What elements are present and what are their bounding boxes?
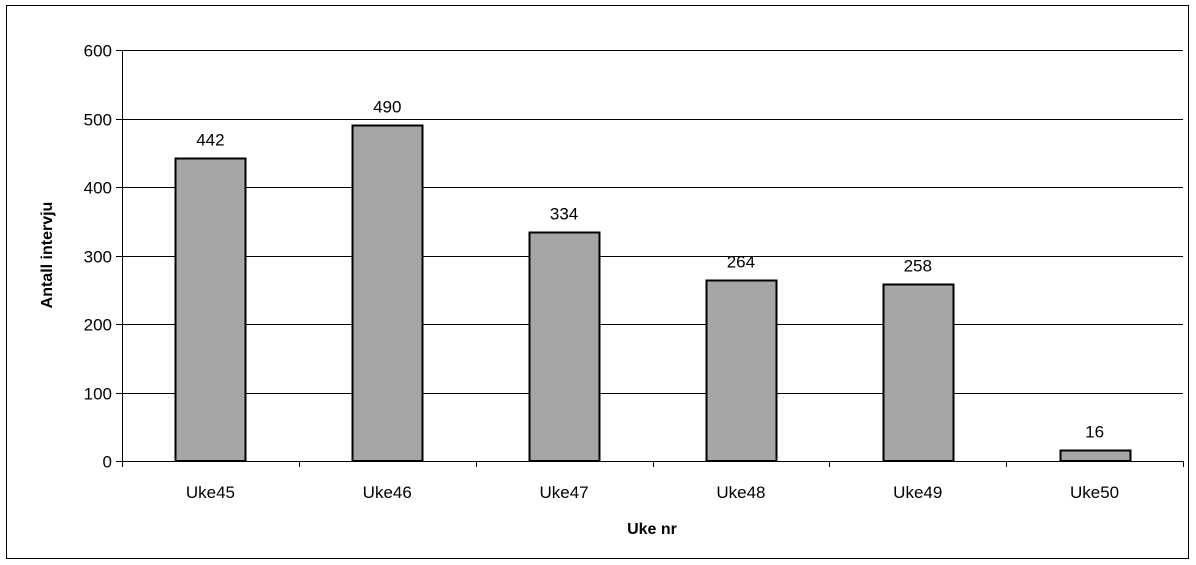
x-tick-label: Uke46	[363, 483, 412, 502]
bar-uke47	[528, 231, 601, 462]
y-tick-label: 400	[84, 179, 112, 198]
data-label: 334	[550, 205, 578, 224]
data-label: 442	[196, 131, 224, 150]
bar-uke48	[705, 279, 778, 462]
y-tick-label: 200	[84, 316, 112, 335]
data-label: 258	[904, 257, 932, 276]
y-tick-label: 300	[84, 248, 112, 267]
axes	[116, 50, 1184, 467]
bar-uke45	[174, 157, 247, 462]
x-tick-label: Uke48	[716, 483, 765, 502]
data-label: 16	[1085, 423, 1104, 442]
data-label: 490	[373, 98, 401, 117]
bar-uke46	[351, 124, 424, 462]
x-axis-title: Uke nr	[627, 521, 677, 538]
y-tick-label: 100	[84, 385, 112, 404]
y-tick-label: 500	[84, 111, 112, 130]
bars	[174, 124, 1132, 462]
labels: 0 100 200 300 400 500 600 442 Uke45 490 Uke46 334 Uk…	[84, 42, 1120, 503]
y-axis-title: Antall intervju	[39, 202, 56, 309]
x-tick-label: Uke47	[540, 483, 589, 502]
x-tick-label: Uke45	[186, 483, 235, 502]
y-tick-label: 0	[103, 453, 112, 472]
gridlines	[122, 50, 1183, 394]
bar-uke49	[882, 283, 955, 462]
x-tick-label: Uke50	[1070, 483, 1119, 502]
x-tick-label: Uke49	[893, 483, 942, 502]
y-tick-label: 600	[84, 42, 112, 61]
data-label: 264	[727, 253, 755, 272]
bar-uke50	[1059, 449, 1132, 462]
